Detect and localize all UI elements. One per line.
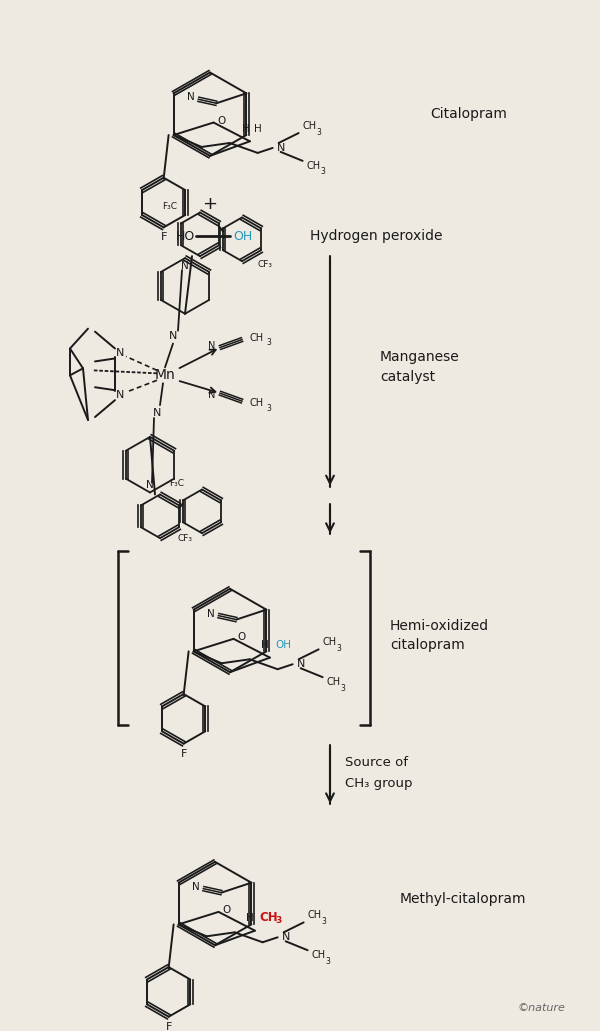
Text: O: O [238,632,245,642]
Text: CH: CH [323,637,337,647]
Text: H: H [246,912,254,923]
Text: 3: 3 [275,917,281,925]
Text: N: N [277,143,285,153]
Text: 3: 3 [266,338,271,347]
Text: CH: CH [326,677,341,687]
Text: CH: CH [307,161,321,171]
Text: 3: 3 [320,167,326,176]
Text: F₃C: F₃C [170,479,185,488]
Text: Manganese: Manganese [380,351,460,364]
Text: N: N [193,882,200,892]
Text: N: N [208,340,215,351]
Text: N: N [116,390,124,400]
Text: O: O [223,905,230,914]
Text: Hemi-oxidized: Hemi-oxidized [390,619,489,633]
Text: +: + [203,195,218,212]
Text: CF₃: CF₃ [178,534,193,542]
Text: Hydrogen peroxide: Hydrogen peroxide [310,229,443,243]
Text: OH: OH [275,639,291,650]
Text: N: N [153,408,161,418]
Text: 3: 3 [266,403,271,412]
Text: N: N [208,390,215,400]
Text: CH: CH [250,398,264,408]
Text: N: N [281,932,290,942]
Text: Citalopram: Citalopram [430,107,507,122]
Text: F₃C: F₃C [163,202,178,211]
Text: N: N [187,93,195,102]
Text: Methyl-citalopram: Methyl-citalopram [400,892,527,905]
Text: N: N [146,479,154,490]
Text: 3: 3 [341,684,346,693]
Text: CH: CH [302,121,317,131]
Text: Mn: Mn [155,368,175,383]
Text: 3: 3 [317,128,322,136]
Text: CH: CH [259,911,278,924]
Text: OH: OH [233,230,252,243]
Text: 3: 3 [326,957,331,966]
Text: N: N [181,261,189,271]
Text: F: F [160,232,167,242]
Text: CH: CH [311,951,326,960]
Text: catalyst: catalyst [380,370,435,385]
Text: CH: CH [308,910,322,921]
Text: O: O [217,115,226,126]
Text: ©nature: ©nature [517,1003,565,1012]
Text: H: H [242,125,250,134]
Text: 3: 3 [337,644,341,653]
Text: CF₃: CF₃ [257,260,272,269]
Text: Source of: Source of [345,756,408,769]
Text: N: N [116,348,124,359]
Text: H: H [261,639,269,650]
Text: CH: CH [250,333,264,342]
Text: HO: HO [176,230,195,243]
Text: 3: 3 [322,917,326,926]
Text: N: N [169,331,177,340]
Text: CH₃ group: CH₃ group [345,777,413,790]
Text: citalopram: citalopram [390,638,465,653]
Text: F: F [166,1022,172,1031]
Text: H: H [254,125,262,134]
Text: N: N [296,659,305,669]
Text: F: F [181,749,187,759]
Text: N: N [208,608,215,619]
